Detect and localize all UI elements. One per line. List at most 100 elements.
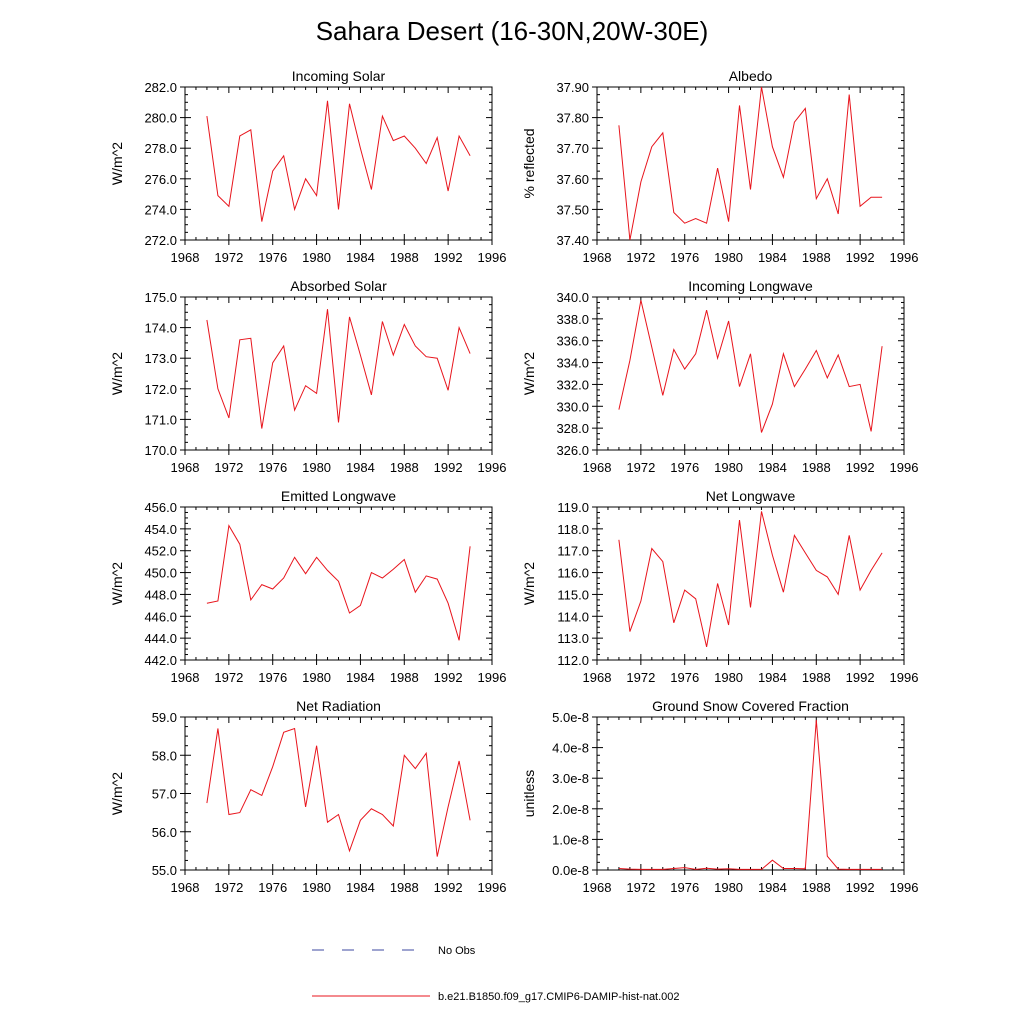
albedo-xtick-label: 1984 xyxy=(758,250,787,265)
emitted-longwave-title: Emitted Longwave xyxy=(281,488,396,504)
net-radiation-xtick-label: 1984 xyxy=(346,880,375,895)
absorbed-solar-xtick-label: 1972 xyxy=(214,460,243,475)
net-longwave-ytick-label: 119.0 xyxy=(557,500,589,515)
incoming-solar-ytick-label: 274.0 xyxy=(144,202,177,217)
ground-snow-covered-fraction-xtick-label: 1988 xyxy=(802,880,831,895)
albedo-series-line xyxy=(618,86,883,241)
net-radiation-ytick-label: 55.0 xyxy=(152,863,177,878)
absorbed-solar-xtick-label: 1984 xyxy=(346,460,375,475)
net-radiation-xtick-label: 1976 xyxy=(258,880,287,895)
ground-snow-covered-fraction-plot-frame xyxy=(596,716,905,871)
panels: Incoming Solar W/m^2 1968 1972 1976 1980 1984 1… xyxy=(109,68,918,895)
net-longwave-plot-frame xyxy=(596,506,905,661)
incoming-longwave-ytick-label: 332.0 xyxy=(556,377,589,392)
net-longwave-ytick-label: 115.0 xyxy=(557,587,589,602)
incoming-solar-series-line xyxy=(206,100,471,222)
incoming-solar-ytick-label: 282.0 xyxy=(144,80,177,95)
albedo-xtick-label: 1988 xyxy=(802,250,831,265)
ground-snow-covered-fraction-ytick-label: 1.0e-8 xyxy=(552,832,589,847)
incoming-solar-ytick-label: 276.0 xyxy=(144,172,177,187)
ground-snow-covered-fraction-xtick-label: 1980 xyxy=(714,880,743,895)
net-longwave-xtick-label: 1984 xyxy=(758,670,787,685)
net-longwave-ytick-label: 112.0 xyxy=(557,653,589,668)
net-radiation-xtick-label: 1992 xyxy=(434,880,463,895)
absorbed-solar-xtick-label: 1996 xyxy=(478,460,507,475)
absorbed-solar-plot-frame xyxy=(184,296,493,451)
net-longwave-xtick-label: 1968 xyxy=(583,670,612,685)
ground-snow-covered-fraction-ytick-label: 4.0e-8 xyxy=(552,741,589,756)
absorbed-solar-ytick-label: 173.0 xyxy=(144,351,177,366)
absorbed-solar-xtick-label: 1992 xyxy=(434,460,463,475)
net-longwave-xtick-label: 1972 xyxy=(626,670,655,685)
incoming-longwave-xtick-label: 1988 xyxy=(802,460,831,475)
net-radiation-plot-frame xyxy=(184,716,493,871)
incoming-solar-ytick-label: 272.0 xyxy=(144,233,177,248)
emitted-longwave-xtick-label: 1972 xyxy=(214,670,243,685)
albedo-plot-frame xyxy=(596,86,905,241)
incoming-longwave-xtick-label: 1972 xyxy=(626,460,655,475)
incoming-solar-xtick-label: 1968 xyxy=(171,250,200,265)
emitted-longwave-ytick-label: 448.0 xyxy=(144,587,177,602)
albedo-panel: Albedo % reflected 1968 1972 1976 1980 1984 198… xyxy=(521,68,918,265)
incoming-longwave-title: Incoming Longwave xyxy=(688,278,813,294)
incoming-solar-ytick-label: 280.0 xyxy=(144,111,177,126)
incoming-longwave-ytick-label: 338.0 xyxy=(556,312,589,327)
albedo-xtick-label: 1992 xyxy=(846,250,875,265)
incoming-solar-xtick-label: 1996 xyxy=(478,250,507,265)
main-title: Sahara Desert (16-30N,20W-30E) xyxy=(316,16,709,46)
albedo-xtick-label: 1976 xyxy=(670,250,699,265)
legend-obs-label: No Obs xyxy=(438,945,476,957)
incoming-longwave-xtick-label: 1980 xyxy=(714,460,743,475)
albedo-ytick-label: 37.60 xyxy=(556,172,589,187)
net-radiation-xtick-label: 1968 xyxy=(171,880,200,895)
emitted-longwave-ytick-label: 454.0 xyxy=(144,522,177,537)
emitted-longwave-ytick-label: 452.0 xyxy=(144,544,177,559)
emitted-longwave-xtick-label: 1988 xyxy=(390,670,419,685)
absorbed-solar-ytick-label: 174.0 xyxy=(144,321,177,336)
absorbed-solar-xtick-label: 1980 xyxy=(302,460,331,475)
legend: No Obs b.e21.B1850.f09_g17.CMIP6-DAMIP-h… xyxy=(312,945,680,1003)
net-longwave-ytick-label: 118.0 xyxy=(557,522,589,537)
emitted-longwave-xtick-label: 1992 xyxy=(434,670,463,685)
absorbed-solar-xtick-label: 1988 xyxy=(390,460,419,475)
incoming-longwave-plot-frame xyxy=(596,296,905,451)
emitted-longwave-series-line xyxy=(206,524,471,641)
ground-snow-covered-fraction-panel: Ground Snow Covered Fraction unitless 1968… xyxy=(521,698,918,895)
incoming-solar-xtick-label: 1976 xyxy=(258,250,287,265)
albedo-ytick-label: 37.40 xyxy=(556,233,589,248)
incoming-solar-title: Incoming Solar xyxy=(292,68,386,84)
net-longwave-panel: Net Longwave W/m^2 1968 1972 1976 1980 1984 198… xyxy=(521,488,918,685)
absorbed-solar-ytick-label: 172.0 xyxy=(144,382,177,397)
incoming-longwave-ylabel: W/m^2 xyxy=(521,352,537,395)
net-radiation-title: Net Radiation xyxy=(296,698,381,714)
emitted-longwave-xtick-label: 1996 xyxy=(478,670,507,685)
emitted-longwave-ytick-label: 456.0 xyxy=(144,500,177,515)
incoming-longwave-xtick-label: 1976 xyxy=(670,460,699,475)
absorbed-solar-series-line xyxy=(206,309,471,429)
absorbed-solar-panel: Absorbed Solar W/m^2 1968 1972 1976 1980 1984 1… xyxy=(109,278,506,475)
net-longwave-xtick-label: 1976 xyxy=(670,670,699,685)
ground-snow-covered-fraction-xtick-label: 1976 xyxy=(670,880,699,895)
net-radiation-ytick-label: 56.0 xyxy=(152,825,177,840)
incoming-longwave-xtick-label: 1968 xyxy=(583,460,612,475)
incoming-longwave-ytick-label: 340.0 xyxy=(556,290,589,305)
absorbed-solar-ytick-label: 170.0 xyxy=(144,443,177,458)
net-longwave-ytick-label: 117.0 xyxy=(557,544,589,559)
net-longwave-title: Net Longwave xyxy=(706,488,796,504)
net-radiation-xtick-label: 1988 xyxy=(390,880,419,895)
emitted-longwave-ylabel: W/m^2 xyxy=(109,562,125,605)
absorbed-solar-title: Absorbed Solar xyxy=(290,278,387,294)
incoming-solar-panel: Incoming Solar W/m^2 1968 1972 1976 1980 1984 1… xyxy=(109,68,506,265)
emitted-longwave-xtick-label: 1968 xyxy=(171,670,200,685)
incoming-solar-xtick-label: 1992 xyxy=(434,250,463,265)
legend-model-label: b.e21.B1850.f09_g17.CMIP6-DAMIP-hist-nat… xyxy=(438,991,680,1003)
albedo-xtick-label: 1980 xyxy=(714,250,743,265)
net-radiation-xtick-label: 1972 xyxy=(214,880,243,895)
net-longwave-series-line xyxy=(618,511,883,648)
incoming-longwave-ytick-label: 336.0 xyxy=(556,334,589,349)
emitted-longwave-xtick-label: 1980 xyxy=(302,670,331,685)
albedo-ylabel: % reflected xyxy=(521,128,537,198)
ground-snow-covered-fraction-xtick-label: 1972 xyxy=(626,880,655,895)
incoming-solar-ylabel: W/m^2 xyxy=(109,142,125,185)
